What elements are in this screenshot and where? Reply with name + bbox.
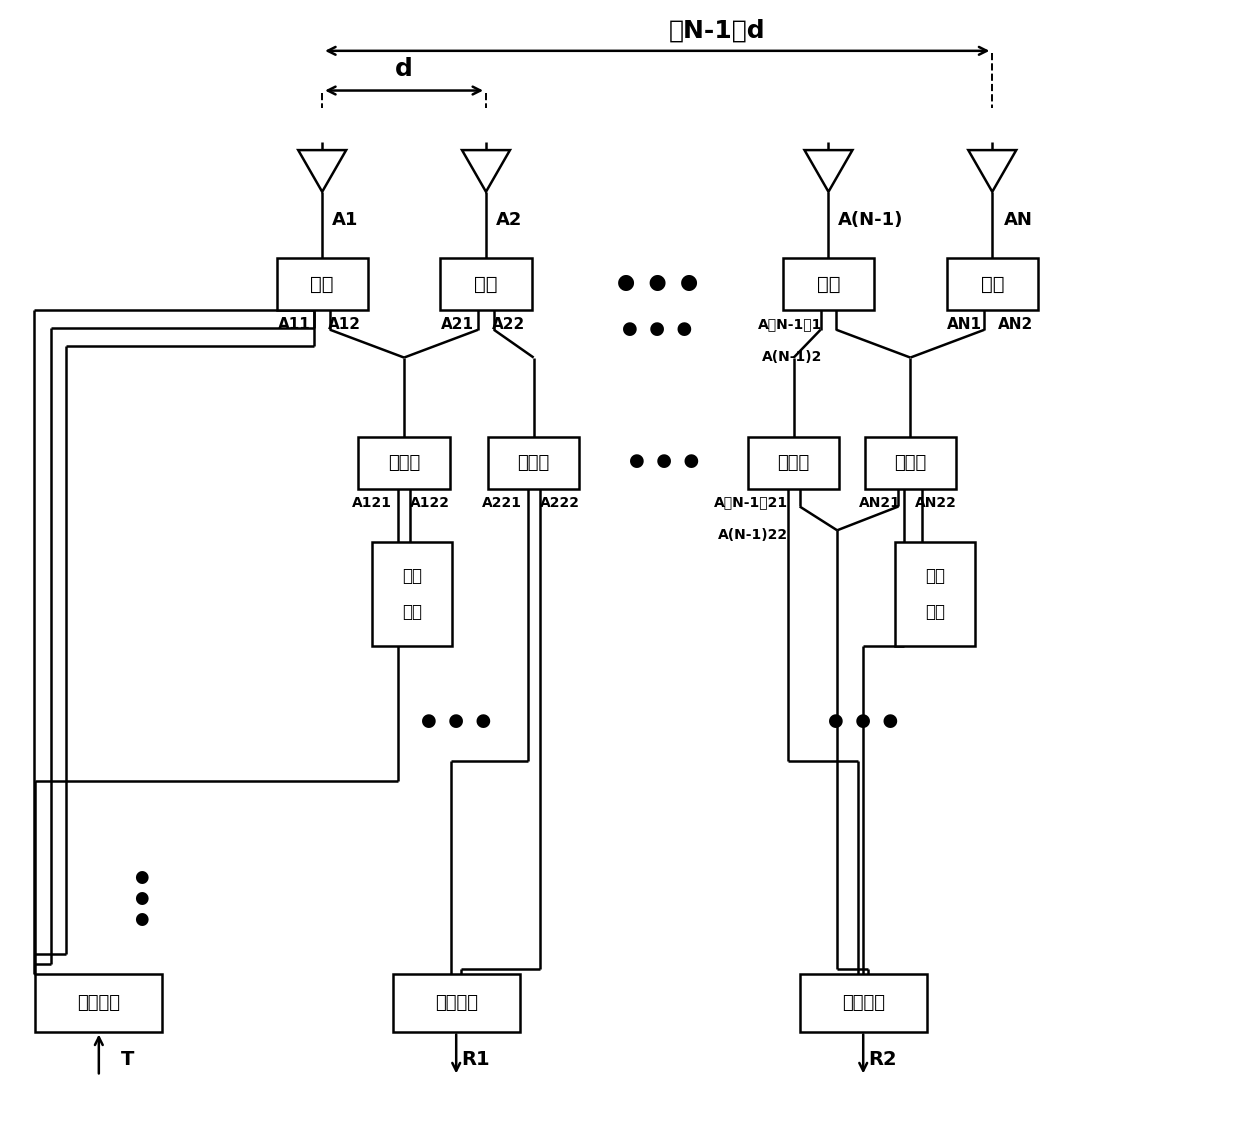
Bar: [489, 437, 579, 488]
Text: ●  ●  ●: ● ● ●: [828, 713, 898, 730]
Text: AN: AN: [1004, 210, 1033, 229]
Bar: [748, 437, 839, 488]
Text: A122: A122: [410, 495, 450, 509]
Text: 负载: 负载: [925, 603, 945, 621]
Text: AN21: AN21: [858, 495, 900, 509]
Text: 加权合成: 加权合成: [435, 994, 477, 1011]
Bar: [358, 437, 450, 488]
Text: 吸收: 吸收: [402, 567, 422, 585]
Text: A221: A221: [481, 495, 522, 509]
Text: 电桥: 电桥: [310, 275, 334, 294]
Text: A(N-1): A(N-1): [838, 210, 904, 229]
Text: 吸收: 吸收: [925, 567, 945, 585]
Bar: [782, 259, 874, 310]
Polygon shape: [463, 150, 510, 192]
Text: T: T: [120, 1050, 134, 1068]
Text: 电桥: 电桥: [981, 275, 1004, 294]
Text: A(N-1)2: A(N-1)2: [763, 350, 822, 364]
Bar: [895, 542, 975, 646]
Text: 功分器: 功分器: [517, 454, 549, 471]
Text: ●  ●  ●: ● ● ●: [622, 320, 692, 337]
Text: 功分器: 功分器: [777, 454, 810, 471]
Text: AN2: AN2: [998, 317, 1033, 332]
Text: A222: A222: [539, 495, 579, 509]
Text: 加权合成: 加权合成: [842, 994, 884, 1011]
Text: 加权合成: 加权合成: [77, 994, 120, 1011]
Text: A(N-1)22: A(N-1)22: [718, 529, 787, 542]
Text: 功分器: 功分器: [388, 454, 420, 471]
Text: A121: A121: [352, 495, 392, 509]
Polygon shape: [968, 150, 1017, 192]
Text: R2: R2: [868, 1050, 897, 1068]
Text: A11: A11: [278, 317, 310, 332]
Text: AN22: AN22: [915, 495, 957, 509]
Text: AN1: AN1: [947, 317, 982, 332]
Bar: [372, 542, 451, 646]
Bar: [393, 974, 520, 1032]
Text: 负载: 负载: [402, 603, 422, 621]
Bar: [800, 974, 926, 1032]
Text: A（N-1）21: A（N-1）21: [714, 495, 787, 509]
Text: A22: A22: [492, 317, 526, 332]
Text: A1: A1: [332, 210, 358, 229]
Bar: [864, 437, 956, 488]
Text: 电桥: 电桥: [474, 275, 497, 294]
Text: A2: A2: [496, 210, 522, 229]
Bar: [440, 259, 532, 310]
Polygon shape: [298, 150, 346, 192]
Text: ●
●
●: ● ● ●: [134, 868, 148, 928]
Text: A（N-1）1: A（N-1）1: [758, 317, 822, 331]
Text: ●  ●  ●: ● ● ●: [422, 713, 491, 730]
Text: ●  ●  ●: ● ● ●: [629, 452, 699, 470]
Text: A12: A12: [329, 317, 361, 332]
Text: A21: A21: [441, 317, 474, 332]
Text: （N-1）d: （N-1）d: [668, 19, 765, 43]
Bar: [277, 259, 368, 310]
Text: 功分器: 功分器: [894, 454, 926, 471]
Polygon shape: [805, 150, 852, 192]
Bar: [35, 974, 162, 1032]
Text: 电桥: 电桥: [817, 275, 841, 294]
Text: ●  ●  ●: ● ● ●: [616, 272, 698, 292]
Text: R1: R1: [461, 1050, 490, 1068]
Bar: [946, 259, 1038, 310]
Text: d: d: [396, 57, 413, 81]
